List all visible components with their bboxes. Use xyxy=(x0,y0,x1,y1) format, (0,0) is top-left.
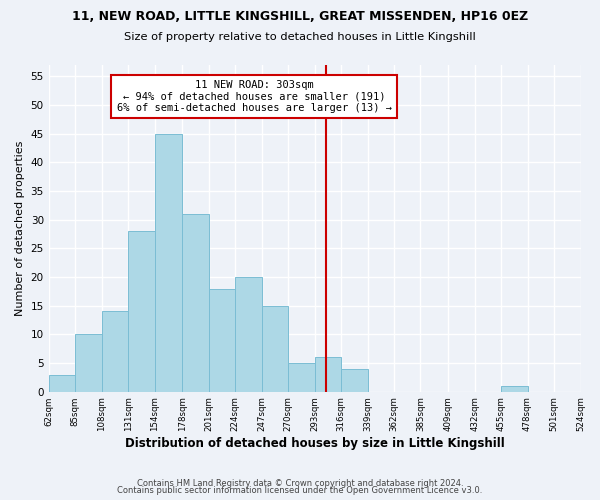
Bar xyxy=(209,288,235,392)
Text: Contains HM Land Registry data © Crown copyright and database right 2024.: Contains HM Land Registry data © Crown c… xyxy=(137,478,463,488)
Bar xyxy=(288,363,314,392)
Text: 11, NEW ROAD, LITTLE KINGSHILL, GREAT MISSENDEN, HP16 0EZ: 11, NEW ROAD, LITTLE KINGSHILL, GREAT MI… xyxy=(72,10,528,23)
Bar xyxy=(235,277,262,392)
Text: Contains public sector information licensed under the Open Government Licence v3: Contains public sector information licen… xyxy=(118,486,482,495)
Bar xyxy=(155,134,182,392)
Y-axis label: Number of detached properties: Number of detached properties xyxy=(15,140,25,316)
Text: Size of property relative to detached houses in Little Kingshill: Size of property relative to detached ho… xyxy=(124,32,476,42)
Bar xyxy=(75,334,101,392)
Bar xyxy=(314,358,341,392)
Bar xyxy=(101,312,128,392)
Bar xyxy=(49,374,75,392)
Bar xyxy=(341,369,368,392)
Bar xyxy=(262,306,288,392)
Bar xyxy=(501,386,527,392)
X-axis label: Distribution of detached houses by size in Little Kingshill: Distribution of detached houses by size … xyxy=(125,437,505,450)
Text: 11 NEW ROAD: 303sqm
← 94% of detached houses are smaller (191)
6% of semi-detach: 11 NEW ROAD: 303sqm ← 94% of detached ho… xyxy=(116,80,392,113)
Bar xyxy=(128,231,155,392)
Bar xyxy=(182,214,209,392)
